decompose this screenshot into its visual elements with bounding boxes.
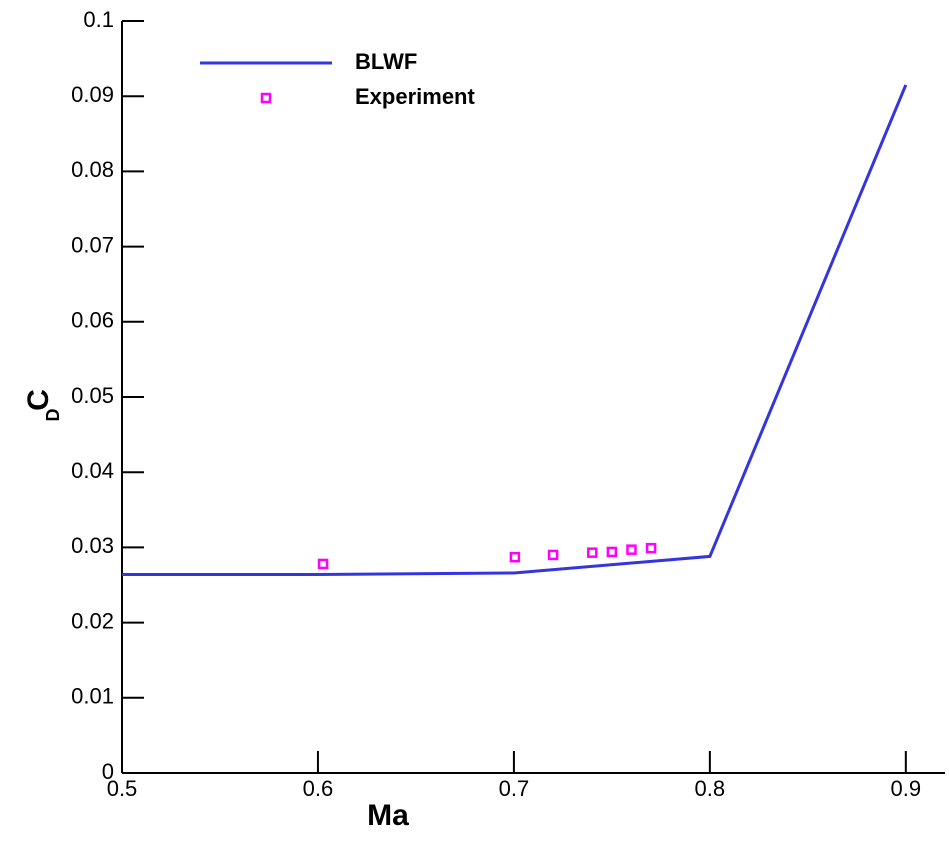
data-marker: [626, 544, 637, 555]
data-marker: [606, 546, 618, 558]
legend-marker: [260, 92, 272, 104]
y-tick-label: 0.08: [71, 157, 114, 182]
data-marker: [317, 558, 329, 570]
y-tick-label: 0.1: [83, 7, 114, 32]
data-marker: [509, 551, 521, 563]
x-tick-label: 0.8: [695, 776, 726, 801]
y-tick-label: 0: [102, 759, 114, 784]
x-tick-label: 0.7: [499, 776, 530, 801]
y-tick-label: 0.07: [71, 232, 114, 257]
y-tick-label: 0.05: [71, 383, 114, 408]
y-tick-label: 0.01: [71, 684, 114, 709]
data-marker: [645, 542, 657, 554]
y-tick-label: 0.09: [71, 82, 114, 107]
x-tick-label: 0.6: [303, 776, 334, 801]
legend-label: BLWF: [355, 49, 417, 74]
x-axis-label: Ma: [367, 799, 409, 832]
y-axis-label-subscript: D: [43, 409, 63, 422]
y-tick-label: 0.06: [71, 308, 114, 333]
y-tick-label: 0.02: [71, 608, 114, 633]
data-marker: [587, 547, 598, 558]
x-tick-label: 0.5: [107, 776, 138, 801]
legend-label: Experiment: [355, 84, 475, 109]
y-tick-label: 0.03: [71, 533, 114, 558]
x-tick-label: 0.9: [891, 776, 922, 801]
y-axis-label-group: C D: [22, 389, 63, 421]
y-axis-label: C: [22, 389, 55, 411]
data-marker: [547, 549, 559, 561]
data-line: [122, 84, 908, 576]
y-tick-label: 0.04: [71, 458, 114, 483]
